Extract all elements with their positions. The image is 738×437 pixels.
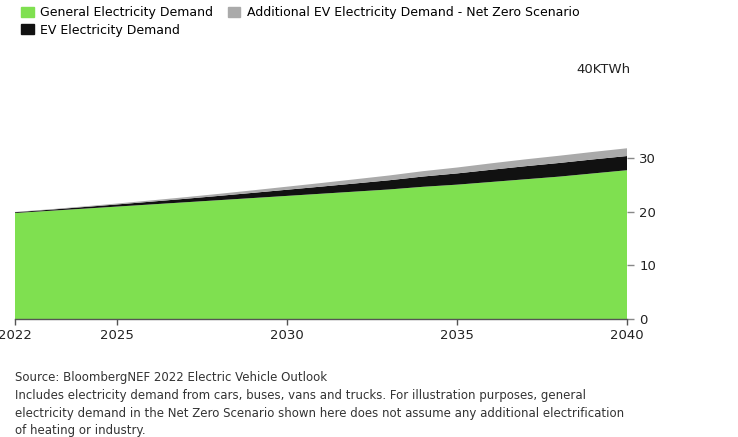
Text: 40KTWh: 40KTWh [577, 63, 631, 76]
Text: Source: BloombergNEF 2022 Electric Vehicle Outlook
Includes electricity demand f: Source: BloombergNEF 2022 Electric Vehic… [15, 371, 624, 437]
Legend: General Electricity Demand, EV Electricity Demand, Additional EV Electricity Dem: General Electricity Demand, EV Electrici… [21, 6, 579, 37]
